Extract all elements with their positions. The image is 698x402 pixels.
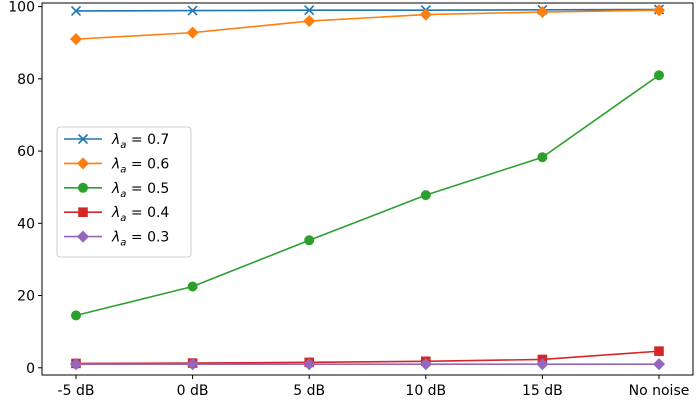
data-point [186, 358, 199, 371]
data-point [537, 152, 548, 163]
data-point [536, 358, 549, 371]
data-point [187, 281, 198, 292]
data-point [536, 5, 549, 19]
marker-stroke [70, 5, 82, 17]
data-point [303, 14, 316, 28]
legend-entry: λa = 0.4 [64, 205, 169, 224]
series-1 [70, 4, 665, 17]
legend: λa = 0.7 λa = 0.6 λa = 0.5 λa = 0.4 λa = 0.3 [56, 126, 192, 258]
data-point [652, 358, 666, 371]
data-point [419, 8, 432, 21]
legend-entry: λa = 0.3 [64, 230, 169, 249]
series-line [75, 9, 660, 40]
legend-label: λa = 0.4 [111, 205, 169, 224]
data-point [419, 358, 432, 371]
y-tick-label: 100 [8, 0, 35, 16]
legend-marker [78, 207, 88, 218]
legend-label: λa = 0.5 [111, 181, 169, 200]
y-axis: 0 20 40 60 80 100 [8, 0, 42, 377]
x-tick-label: 5 dB [293, 383, 325, 399]
series-line [75, 74, 660, 317]
legend-entry: λa = 0.7 [64, 132, 169, 151]
data-point [652, 4, 666, 17]
data-point [304, 5, 315, 16]
legend-marker [78, 182, 89, 193]
data-point [304, 235, 315, 246]
legend-label: λa = 0.3 [111, 230, 169, 249]
y-tick-label: 20 [17, 289, 35, 305]
data-point [69, 33, 83, 46]
legend-label: λa = 0.7 [111, 132, 169, 151]
legend-marker [76, 230, 90, 243]
y-tick-label: 80 [17, 72, 35, 88]
data-point [654, 70, 665, 81]
y-tick-label: 60 [17, 144, 35, 160]
plot-frame [41, 2, 694, 376]
data-point [303, 358, 316, 371]
x-tick-label: 10 dB [405, 383, 446, 399]
series-line [75, 350, 660, 365]
x-tick-label: 15 dB [522, 383, 563, 399]
legend-entry: λa = 0.5 [64, 181, 169, 200]
data-point [187, 5, 198, 16]
y-tick-label: 40 [17, 216, 35, 232]
series-5 [69, 358, 666, 371]
series-2 [69, 4, 666, 46]
marker-stroke [304, 5, 315, 16]
legend-entry: λa = 0.6 [64, 156, 169, 175]
x-tick-label: No noise [629, 383, 690, 399]
x-tick-label: 0 dB [177, 383, 209, 399]
legend-marker [76, 157, 90, 170]
x-axis: -5 dB 0 dB 5 dB 10 dB 15 dB No noise [58, 375, 690, 399]
data-point [654, 346, 664, 356]
data-point [420, 190, 431, 201]
marker-stroke [77, 133, 89, 145]
data-point [70, 5, 82, 17]
data-point [186, 26, 199, 39]
data-point [69, 358, 83, 371]
marker-stroke [187, 5, 198, 16]
data-point [71, 310, 82, 321]
legend-box [56, 126, 192, 258]
series-3 [71, 70, 665, 321]
legend-marker [77, 133, 89, 145]
legend-label: λa = 0.6 [111, 156, 169, 175]
series-line [75, 8, 660, 12]
x-tick-label: -5 dB [58, 383, 95, 399]
plot-marks [69, 4, 666, 371]
y-tick-label: 0 [26, 361, 35, 377]
